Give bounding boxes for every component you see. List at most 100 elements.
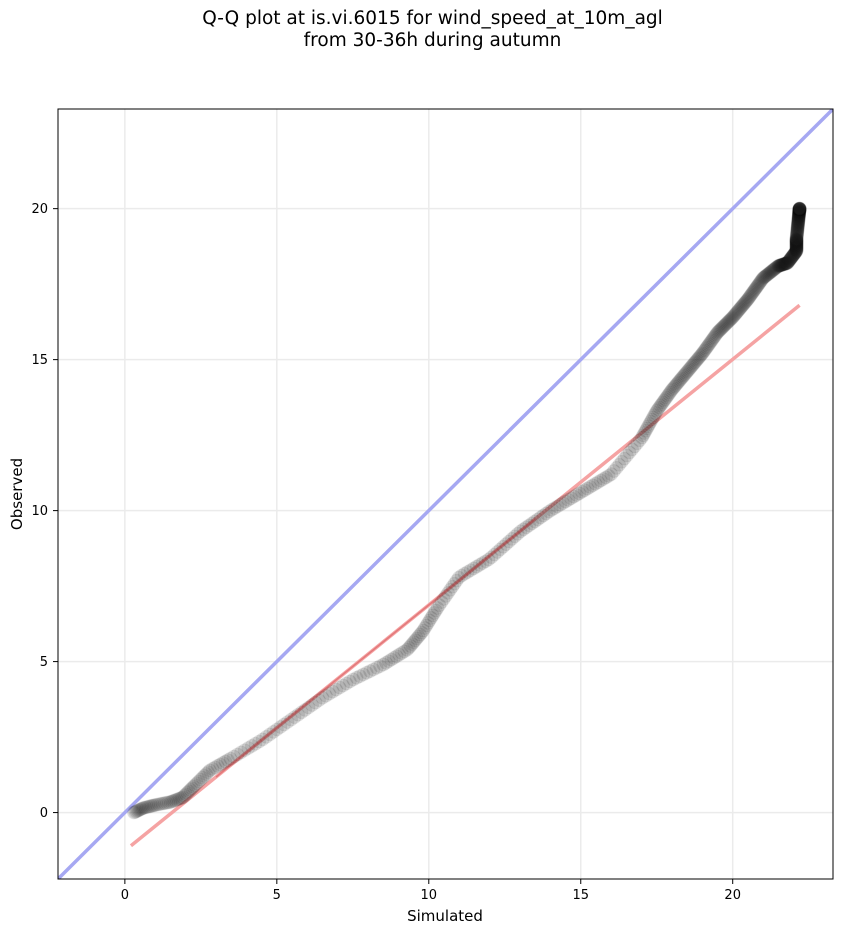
data-point (195, 770, 210, 785)
data-point (687, 355, 702, 370)
data-point (325, 684, 340, 699)
data-point (782, 252, 797, 267)
data-point (724, 311, 739, 326)
data-point (441, 585, 456, 600)
data-point (760, 267, 775, 282)
data-point (244, 738, 259, 753)
data-point (659, 390, 674, 405)
data-point (789, 234, 804, 249)
data-point (776, 257, 791, 272)
data-point (411, 629, 426, 644)
data-point (755, 272, 770, 287)
data-point (748, 281, 763, 296)
data-point (695, 346, 710, 361)
data-point (783, 252, 798, 267)
data-point (776, 257, 791, 272)
data-point (428, 603, 443, 618)
data-point (490, 544, 505, 559)
data-point (717, 318, 732, 333)
data-point (789, 232, 804, 247)
data-point (715, 320, 730, 335)
data-point (197, 768, 212, 783)
data-point (692, 350, 707, 365)
data-point (308, 695, 323, 710)
data-point (129, 804, 144, 819)
data-point (789, 237, 804, 252)
data-point (792, 201, 807, 216)
data-point (146, 798, 161, 813)
data-point (636, 428, 651, 443)
data-point (157, 796, 172, 811)
data-point (237, 743, 252, 758)
data-point (226, 749, 241, 764)
data-point (792, 203, 807, 218)
data-point (277, 717, 292, 732)
data-point (672, 374, 687, 389)
data-point (792, 206, 807, 221)
data-point (746, 284, 761, 299)
data-point (712, 322, 727, 337)
data-point (131, 803, 146, 818)
data-point (181, 784, 196, 799)
data-point (516, 522, 531, 537)
data-point (661, 387, 676, 402)
data-point (359, 665, 374, 680)
chart-title: Q-Q plot at is.vi.6015 for wind_speed_at… (0, 8, 843, 52)
y-axis-label: Observed (8, 458, 26, 530)
data-point (171, 792, 186, 807)
data-point (753, 274, 768, 289)
data-point (707, 328, 722, 343)
data-point (422, 613, 437, 628)
data-point (457, 566, 472, 581)
data-point (202, 763, 217, 778)
data-point (772, 258, 787, 273)
data-point (789, 227, 804, 242)
data-point (772, 258, 787, 273)
data-point (791, 208, 806, 223)
data-point (230, 747, 245, 762)
data-points (126, 201, 807, 820)
data-point (646, 410, 661, 425)
data-point (234, 745, 249, 760)
data-point (771, 258, 786, 273)
data-point (791, 207, 806, 222)
data-point (643, 414, 658, 429)
data-point (716, 319, 731, 334)
data-point (703, 334, 718, 349)
data-point (718, 317, 733, 332)
data-point (139, 800, 154, 815)
data-point (322, 686, 337, 701)
data-point (680, 364, 695, 379)
data-point (781, 254, 796, 269)
data-point (705, 331, 720, 346)
data-point (436, 591, 451, 606)
data-point (784, 250, 799, 265)
data-point (757, 270, 772, 285)
data-point (666, 380, 681, 395)
data-point (184, 781, 199, 796)
data-point (791, 211, 806, 226)
data-point (741, 291, 756, 306)
data-point (785, 248, 800, 263)
data-point (791, 207, 806, 222)
data-point (719, 316, 734, 331)
data-point (301, 700, 316, 715)
data-point (790, 218, 805, 233)
data-point (782, 253, 797, 268)
data-point (683, 360, 698, 375)
identity-line (58, 109, 833, 879)
data-point (165, 794, 180, 809)
data-point (634, 430, 649, 445)
data-point (792, 202, 807, 217)
data-point (667, 379, 682, 394)
data-point (789, 231, 804, 246)
data-point (792, 201, 807, 216)
data-point (522, 518, 537, 533)
data-point (773, 258, 788, 273)
fit-line (129, 303, 801, 848)
data-point (186, 779, 201, 794)
data-point (785, 249, 800, 264)
data-point (533, 510, 548, 525)
data-point (699, 340, 714, 355)
data-point (183, 782, 198, 797)
